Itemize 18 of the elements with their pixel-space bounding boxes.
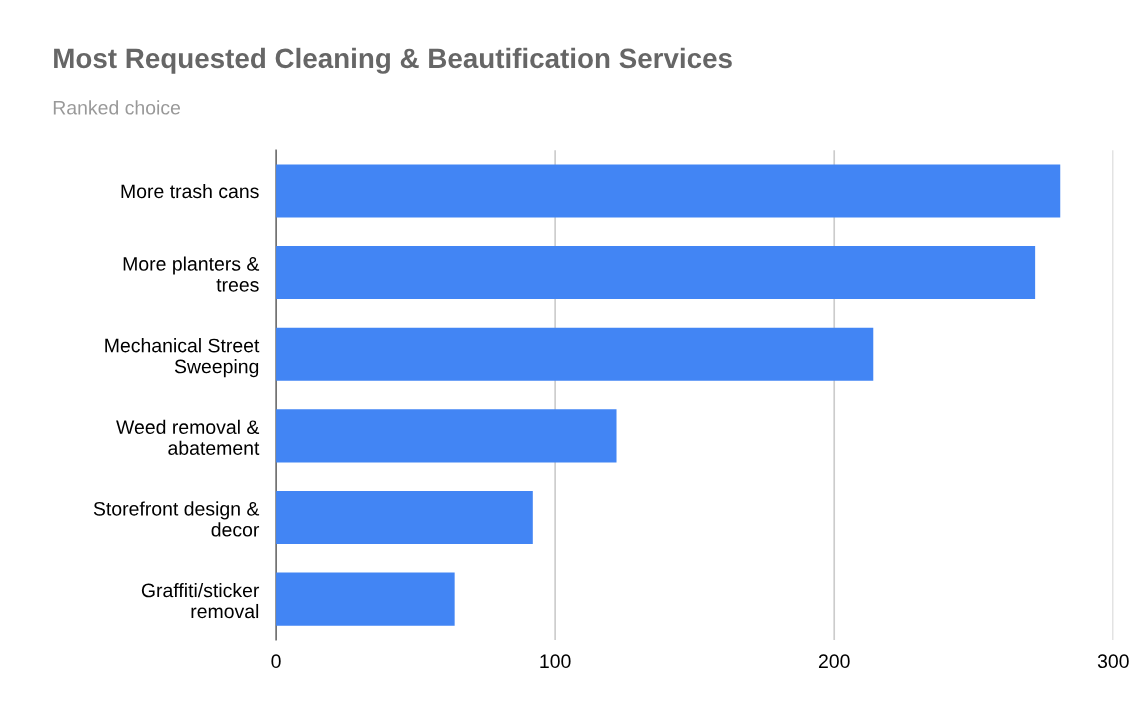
bar bbox=[276, 409, 617, 463]
y-tick-label: More trash cans bbox=[121, 183, 259, 199]
y-tick-label: Mechanical Street Sweeping bbox=[105, 338, 260, 378]
y-tick-label: Storefront design & decor bbox=[93, 501, 260, 537]
x-tick-label: 0 bbox=[271, 654, 281, 669]
x-tick-label: 300 bbox=[1097, 654, 1129, 669]
bar bbox=[276, 327, 874, 381]
bar bbox=[276, 572, 455, 626]
text: Ranked choice bbox=[53, 100, 181, 115]
y-tick-label: Graffiti/sticker removal bbox=[141, 583, 260, 619]
bar bbox=[276, 490, 533, 545]
y-tick-label: Weed removal & abatement bbox=[116, 419, 260, 455]
x-tick-label: 200 bbox=[818, 654, 850, 669]
x-tick-label: 100 bbox=[540, 654, 571, 669]
y-tick-label: More planters & trees bbox=[123, 256, 260, 292]
bar bbox=[276, 164, 1061, 218]
chart-title: Most Requested Cleaning & Beautification Services bbox=[54, 47, 732, 74]
bar bbox=[276, 246, 1036, 300]
